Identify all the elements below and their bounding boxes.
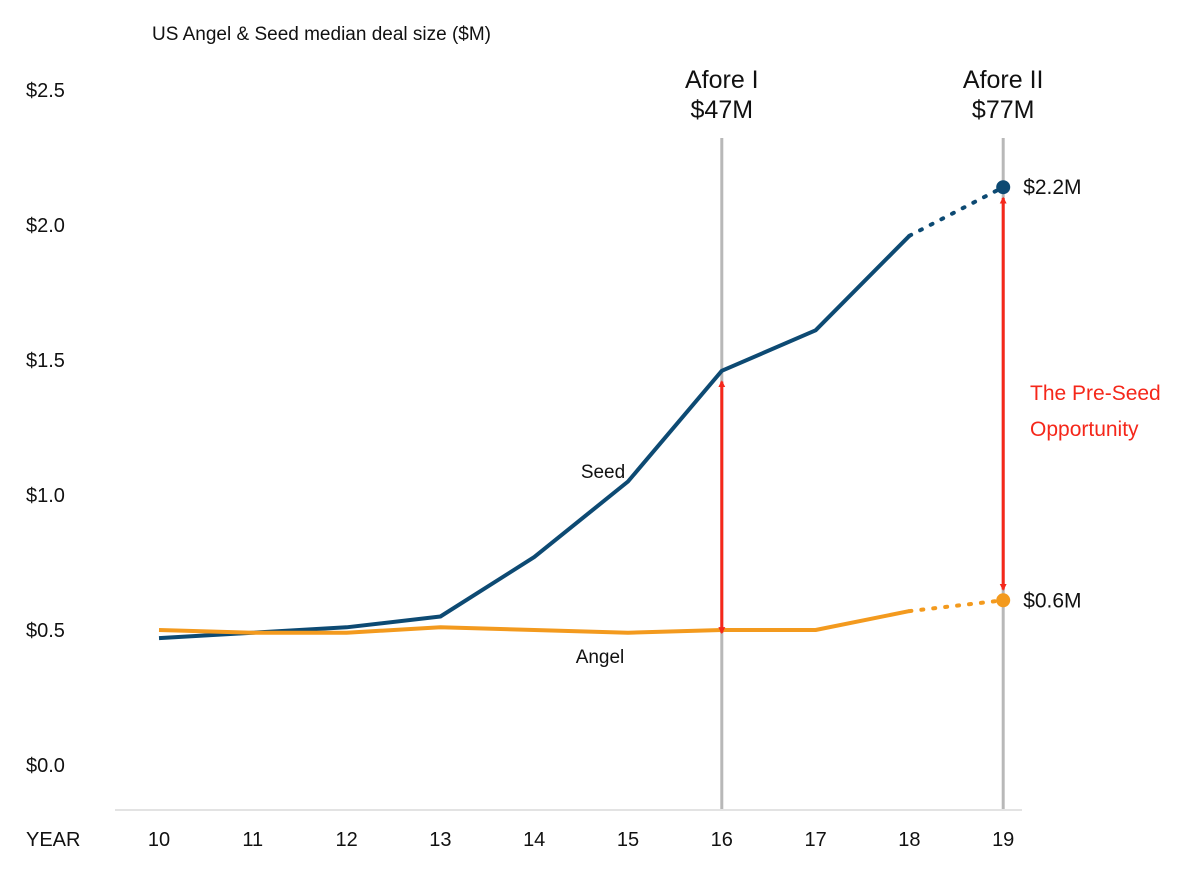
y-tick-label: $2.5: [26, 80, 65, 102]
x-tick-label: 17: [804, 829, 826, 851]
opportunity-label-line1: The Pre-Seed: [1030, 382, 1161, 405]
x-tick-label: 15: [617, 829, 639, 851]
angel-end-point: [996, 593, 1011, 608]
labels: Afore I$47M Afore II$77M $2.2M $0.6M Seed Ang…: [576, 66, 1161, 668]
x-tick-label: 12: [335, 829, 357, 851]
angel-end-label: $0.6M: [1023, 589, 1081, 612]
chart-title: US Angel & Seed median deal size ($M): [152, 24, 491, 45]
x-tick-label: 11: [242, 829, 263, 851]
x-tick-label: 10: [148, 829, 170, 851]
angel-projection-line: [907, 598, 1006, 614]
reference-lines: [720, 138, 1005, 810]
x-tick-label: 14: [523, 829, 545, 851]
seed-end-label: $2.2M: [1023, 176, 1081, 199]
y-tick-label: $1.0: [26, 485, 65, 507]
angel-series-line: [158, 609, 910, 635]
y-tick-label: $1.5: [26, 350, 65, 372]
gap-arrows: [718, 196, 1007, 635]
y-tick-label: $0.0: [26, 755, 65, 777]
fund-label-name-19: Afore II: [963, 66, 1044, 94]
x-tick-label: 13: [429, 829, 451, 851]
x-tick-label: 16: [711, 829, 733, 851]
series: [158, 180, 1011, 641]
y-tick-label: $2.0: [26, 215, 65, 237]
x-axis-label: YEAR: [26, 829, 80, 851]
seed-series-line: [158, 234, 911, 641]
x-tick-label: 18: [898, 829, 920, 851]
seed-series-label: Seed: [581, 462, 625, 483]
fund-label-name-16: Afore I: [685, 66, 759, 94]
fund-label-size-19: $77M: [972, 96, 1035, 124]
axes: $2.5 $2.0 $1.5 $1.0 $0.5 $0.0 YEAR 10 11 12 13 14 15…: [26, 80, 1022, 851]
y-tick-label: $0.5: [26, 620, 65, 642]
seed-end-point: [996, 180, 1011, 195]
x-tick-label: 19: [992, 829, 1014, 851]
seed-projection-line: [907, 185, 1006, 238]
fund-label-size-16: $47M: [691, 96, 754, 124]
angel-series-label: Angel: [576, 647, 625, 668]
opportunity-label-line2: Opportunity: [1030, 418, 1139, 441]
